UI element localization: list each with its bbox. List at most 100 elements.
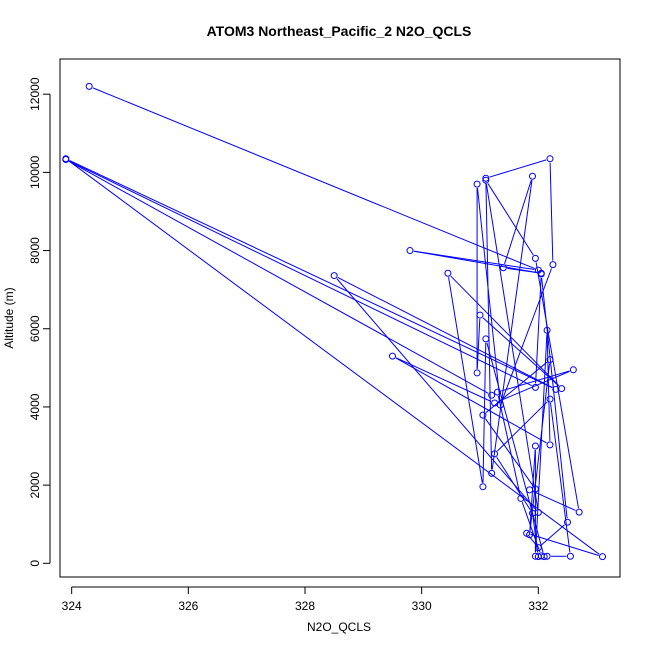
data-point <box>444 269 452 277</box>
series-segment <box>92 87 535 270</box>
y-axis-label: Altitude (m) <box>2 287 16 348</box>
series-segment <box>477 188 501 402</box>
series-segment <box>491 180 533 470</box>
series-segment <box>485 361 548 413</box>
x-tick-label: 332 <box>528 599 548 613</box>
data-point <box>529 172 536 180</box>
series-segment <box>485 184 539 509</box>
series-segment <box>476 319 481 369</box>
data-point <box>62 155 70 163</box>
data-point <box>476 311 484 319</box>
data-point <box>526 486 534 494</box>
data-point <box>517 494 525 502</box>
data-point <box>531 254 539 262</box>
series-segment <box>550 403 571 553</box>
series-segment <box>486 342 544 553</box>
data-point <box>473 180 481 188</box>
data-point <box>564 518 571 526</box>
series-segment <box>530 533 599 556</box>
series-segment <box>535 277 542 384</box>
series-segment <box>541 277 568 519</box>
series-segment <box>507 267 538 274</box>
x-tick-label: 328 <box>295 599 315 613</box>
data-point <box>491 399 499 407</box>
data-point <box>389 352 396 360</box>
data-point <box>531 442 539 450</box>
data-point <box>482 174 490 182</box>
data-point <box>546 356 554 364</box>
series-segment <box>68 160 600 555</box>
series-segment <box>69 159 553 389</box>
series-segment <box>541 524 565 546</box>
series-segment <box>69 160 533 387</box>
data-point <box>549 261 557 269</box>
data-point <box>523 529 531 537</box>
series-segment <box>497 401 548 452</box>
series-segment <box>395 357 547 444</box>
series-segment <box>484 418 534 487</box>
series-segment <box>337 276 553 388</box>
data-point <box>552 385 560 393</box>
data-point <box>85 82 93 90</box>
data-point <box>488 469 496 477</box>
series-layer <box>62 82 606 561</box>
data-point <box>537 270 545 278</box>
series-segment <box>395 357 492 402</box>
data-point <box>491 450 499 458</box>
series-segment <box>521 502 541 553</box>
data-point <box>569 366 577 374</box>
data-point <box>479 483 487 491</box>
y-tick-label: 6000 <box>28 315 42 342</box>
y-tick-label: 12000 <box>28 77 42 111</box>
series-segment <box>529 363 551 531</box>
y-tick-label: 2000 <box>28 471 42 498</box>
x-tick-label: 326 <box>178 599 198 613</box>
x-axis-label: N2O_QCLS <box>307 620 371 634</box>
data-point <box>499 264 507 272</box>
data-point <box>473 369 481 377</box>
data-point <box>546 441 554 449</box>
data-point <box>599 553 606 561</box>
data-point <box>546 395 554 403</box>
series-segment <box>533 491 576 511</box>
series-segment <box>546 334 551 441</box>
series-segment <box>448 277 483 483</box>
y-tick-label: 0 <box>28 560 42 567</box>
series-segment <box>489 159 547 178</box>
data-point <box>558 385 566 393</box>
y-tick-label: 8000 <box>28 237 42 264</box>
y-tick-label: 10000 <box>28 155 42 189</box>
data-point <box>479 411 487 419</box>
chart-title: ATOM3 Northeast_Pacific_2 N2O_QCLS <box>207 23 472 39</box>
y-tick-label: 4000 <box>28 393 42 420</box>
series-segment <box>497 395 521 495</box>
series-segment <box>69 160 489 394</box>
data-point <box>534 508 542 516</box>
series-segment <box>482 317 560 387</box>
y-axis: 0 2000 4000 6000 8000 10000 12000 <box>28 77 51 567</box>
x-tick-label: 324 <box>62 599 82 613</box>
data-point <box>566 552 574 560</box>
plot-frame <box>59 58 621 578</box>
data-point <box>534 544 542 552</box>
series-segment <box>413 250 538 274</box>
series-segment <box>485 182 493 470</box>
series-segment <box>487 183 534 256</box>
series-segment <box>549 162 554 261</box>
series-segment <box>504 179 532 265</box>
series-segment <box>336 278 537 510</box>
data-point <box>488 391 496 399</box>
data-point <box>482 335 490 343</box>
x-tick-label: 330 <box>412 599 432 613</box>
data-point <box>482 176 490 184</box>
data-point <box>494 388 501 396</box>
data-point <box>543 326 551 334</box>
data-point <box>546 155 554 163</box>
data-point <box>534 553 542 561</box>
data-point <box>575 508 583 516</box>
x-axis: 324 326 328 330 332 <box>62 586 549 613</box>
series-segment <box>535 262 579 509</box>
series-segment <box>535 334 548 553</box>
